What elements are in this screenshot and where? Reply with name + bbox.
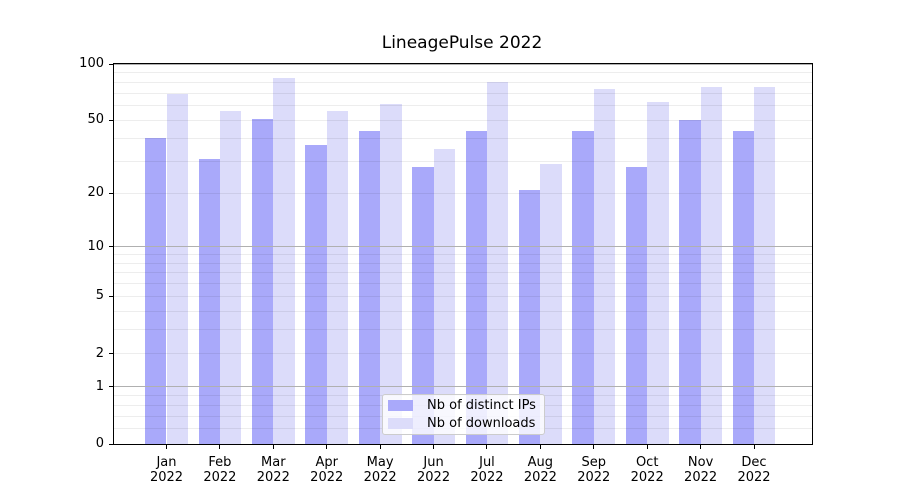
y-tick-label: 0 [95, 436, 104, 451]
y-tick-label: 10 [87, 238, 104, 254]
bar-downloads-nov [700, 87, 722, 444]
legend-item: Nb of downloads [388, 417, 544, 430]
x-tick-label: Aug 2022 [523, 455, 557, 485]
x-tick-label: Jan 2022 [149, 455, 184, 485]
minor-gridline [114, 283, 812, 285]
minor-gridline [114, 192, 812, 194]
x-tick-mark [219, 445, 221, 449]
x-tick-mark [700, 445, 702, 449]
y-tick-mark [109, 353, 113, 355]
bar-ips-apr [305, 144, 327, 444]
bar-downloads-apr [326, 111, 349, 444]
major-gridline [114, 63, 812, 65]
x-tick-label: Jun 2022 [417, 455, 451, 485]
bar-ips-nov [679, 120, 701, 444]
x-tick-label: Nov 2022 [684, 455, 718, 485]
legend-swatch-downloads [388, 418, 413, 429]
legend-swatch-ips [388, 400, 413, 411]
x-tick-mark [486, 445, 488, 449]
minor-gridline [114, 253, 812, 255]
bar-downloads-jul [486, 82, 509, 444]
y-tick-label: 2 [95, 345, 104, 361]
bar-downloads-dec [754, 87, 776, 444]
x-tick-mark [539, 445, 541, 449]
bar-ips-jul [465, 130, 487, 444]
x-tick-label: Apr 2022 [310, 455, 344, 485]
y-tick-label: 100 [79, 56, 104, 71]
bar-ips-mar [251, 118, 274, 444]
bar-ips-jan [145, 138, 167, 444]
minor-gridline [114, 262, 812, 264]
bar-downloads-sep [593, 88, 616, 444]
y-tick-label: 20 [87, 185, 104, 201]
x-tick-mark [646, 445, 648, 449]
minor-gridline [114, 310, 812, 312]
bar-downloads-may [380, 104, 402, 444]
minor-gridline [114, 81, 812, 83]
y-tick-mark [109, 386, 113, 388]
x-tick-mark [166, 445, 167, 449]
y-tick-label: 1 [95, 378, 104, 394]
legend-label: Nb of downloads [427, 416, 536, 431]
major-gridline [114, 386, 812, 388]
plot-area: 0 1 2 5 10 20 50 100 Jan 2022 Feb 2022 Mar 2022 Ap… [79, 56, 813, 485]
y-tick-mark [109, 63, 113, 65]
bar-downloads-oct [647, 101, 669, 444]
y-tick-label: 50 [87, 112, 104, 128]
bar-ips-sep [572, 130, 594, 444]
minor-gridline [114, 329, 812, 331]
bar-downloads-jun [433, 148, 455, 444]
minor-gridline [114, 119, 812, 121]
bar-ips-oct [625, 166, 648, 444]
y-tick-mark [109, 246, 113, 248]
x-tick-mark [433, 445, 435, 449]
x-tick-label: Mar 2022 [256, 455, 290, 485]
minor-gridline [114, 137, 812, 139]
x-tick-label: Oct 2022 [630, 455, 664, 485]
minor-gridline [114, 105, 812, 107]
y-tick-mark [109, 119, 113, 121]
major-gridline [114, 246, 812, 248]
y-tick-mark [109, 192, 113, 194]
minor-gridline [114, 353, 812, 355]
minor-gridline [114, 92, 812, 94]
x-tick-mark [326, 445, 328, 449]
x-tick-mark [753, 445, 755, 449]
legend-item: Nb of distinct IPs [388, 399, 544, 412]
y-tick-mark [109, 443, 113, 445]
minor-gridline [114, 295, 812, 297]
x-tick-label: Dec 2022 [737, 455, 771, 485]
bar-ips-feb [198, 158, 220, 444]
bar-downloads-feb [219, 111, 242, 444]
x-tick-mark [593, 445, 595, 449]
bar-downloads-aug [540, 163, 562, 444]
y-tick-label: 5 [95, 288, 104, 304]
y-tick-mark [109, 295, 113, 297]
bar-ips-dec [732, 130, 754, 444]
x-tick-mark [379, 445, 381, 449]
legend: Nb of distinct IPs Nb of downloads [382, 394, 545, 435]
x-tick-label: Jul 2022 [470, 455, 504, 485]
x-tick-label: Sep 2022 [577, 455, 611, 485]
x-tick-label: May 2022 [363, 455, 397, 485]
x-tick-mark [272, 445, 274, 449]
bar-ips-may [358, 130, 381, 444]
minor-gridline [114, 72, 812, 74]
minor-gridline [114, 272, 812, 274]
bar-ips-aug [518, 189, 541, 444]
legend-label: Nb of distinct IPs [427, 398, 536, 413]
minor-gridline [114, 160, 812, 162]
chart-title: LineagePulse 2022 [381, 33, 543, 53]
x-tick-label: Feb 2022 [203, 455, 237, 485]
bar-ips-jun [412, 166, 434, 444]
bar-downloads-mar [273, 78, 295, 444]
bar-downloads-jan [166, 94, 188, 444]
